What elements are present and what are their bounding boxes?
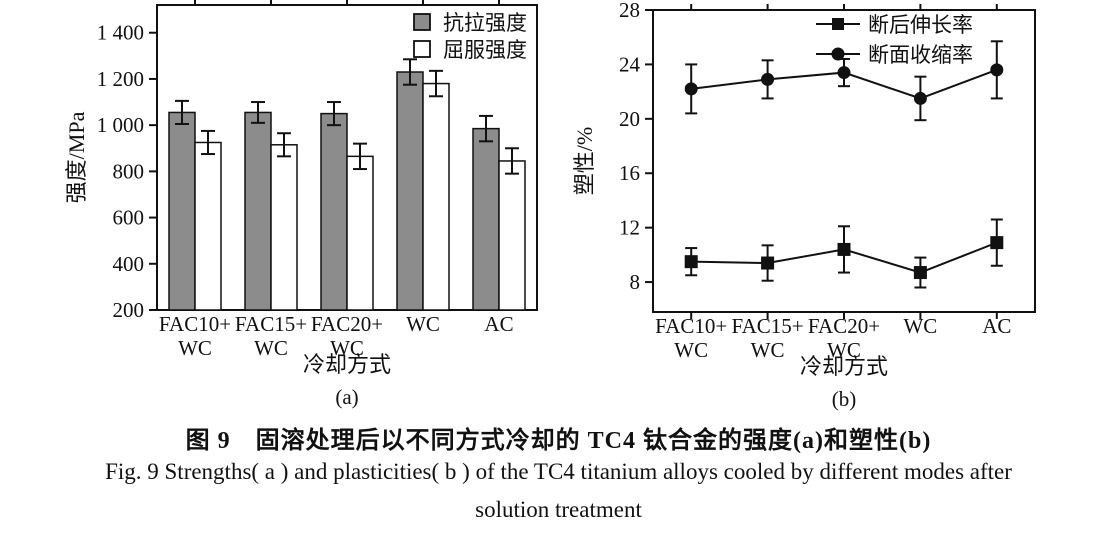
y-tick-label: 600: [113, 206, 145, 230]
square-marker: [684, 255, 698, 269]
x-category-label: FAC20+: [311, 312, 383, 336]
x-category-label: WC: [178, 336, 212, 360]
legend-marker-square: [832, 18, 844, 30]
legend-label: 断面收缩率: [868, 43, 973, 67]
circle-marker: [990, 63, 1004, 77]
x-category-label: WC: [406, 312, 440, 336]
x-category-label: WC: [827, 338, 861, 362]
y-tick-label: 24: [619, 52, 641, 76]
y-tick-label: 20: [619, 107, 640, 131]
x-axis-title: 冷却方式: [800, 354, 888, 379]
x-category-label: WC: [254, 336, 288, 360]
y-tick-label: 200: [113, 298, 145, 322]
square-marker: [761, 256, 775, 270]
y-tick-label: 400: [113, 252, 145, 276]
x-axis-title: 冷却方式: [303, 352, 391, 377]
legend-marker-circle: [831, 47, 845, 61]
caption-english-line1: Fig. 9 Strengths( a ) and plasticities( …: [105, 459, 1012, 484]
square-marker: [913, 266, 927, 280]
y-tick-label: 12: [619, 216, 640, 240]
y-tick-label: 8: [630, 270, 641, 294]
yield-strength-bar: [346, 155, 374, 311]
y-tick-label: 1 400: [97, 21, 144, 45]
legend-label: 屈服强度: [443, 38, 527, 62]
x-category-label: FAC10+: [655, 314, 727, 338]
y-tick-label: 28: [619, 0, 640, 22]
yield-strength-bar: [422, 82, 450, 311]
yield-strength-bar: [194, 141, 222, 311]
legend-swatch-filled: [413, 13, 431, 31]
y-axis-title: 强度/MPa: [64, 111, 89, 203]
tensile-strength-bar: [168, 111, 196, 311]
x-category-label: FAC20+: [808, 314, 880, 338]
yield-strength-bar: [498, 160, 526, 311]
circle-marker: [761, 72, 775, 86]
x-category-label: WC: [903, 314, 937, 338]
tensile-strength-bar: [244, 111, 272, 311]
x-category-label: WC: [751, 338, 785, 362]
x-category-label: AC: [982, 314, 1011, 338]
legend-swatch-open: [413, 40, 431, 58]
x-category-label: WC: [674, 338, 708, 362]
circle-marker: [913, 91, 927, 105]
x-category-label: WC: [330, 336, 364, 360]
y-tick-label: 16: [619, 161, 640, 185]
y-tick-label: 1 200: [97, 67, 144, 91]
caption-english-line2: solution treatment: [475, 497, 642, 522]
circle-marker: [837, 66, 851, 80]
yield-strength-bar: [270, 144, 298, 311]
chart-b-plasticity-line-chart: 81216202428断后伸长率断面收缩率FAC10+WCFAC15+WCFAC…: [572, 0, 1036, 411]
circle-marker: [684, 82, 698, 96]
y-axis-title: 塑性/%: [572, 127, 597, 195]
panel-label: (a): [335, 385, 358, 409]
legend-label: 断后伸长率: [868, 13, 973, 37]
square-marker: [837, 242, 851, 256]
x-category-label: AC: [484, 312, 513, 336]
caption-chinese: 图 9 固溶处理后以不同方式冷却的 TC4 钛合金的强度(a)和塑性(b): [185, 428, 932, 454]
tensile-strength-bar: [472, 127, 500, 311]
y-tick-label: 1 000: [97, 113, 144, 137]
y-tick-label: 800: [113, 159, 145, 183]
tensile-strength-bar: [320, 112, 348, 311]
panel-label: (b): [832, 387, 857, 411]
tensile-strength-bar: [396, 71, 424, 311]
legend-label: 抗拉强度: [443, 11, 527, 35]
x-category-label: FAC15+: [732, 314, 804, 338]
square-marker: [990, 236, 1004, 250]
x-category-label: FAC10+: [159, 312, 231, 336]
x-category-label: FAC15+: [235, 312, 307, 336]
